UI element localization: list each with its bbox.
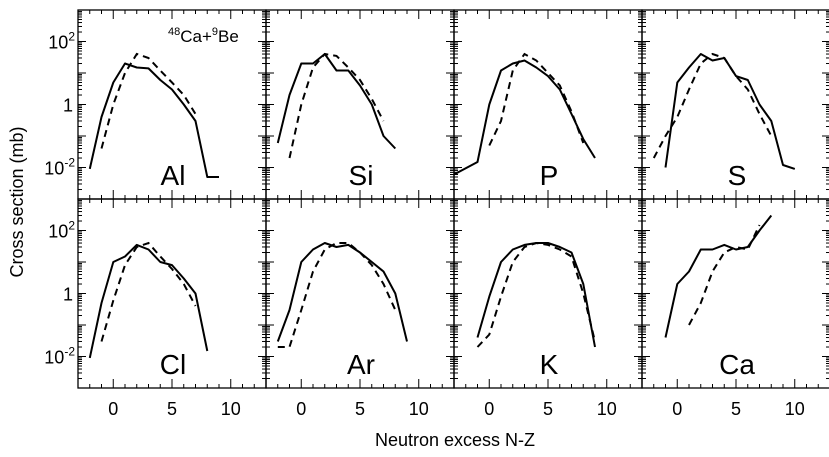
y-tick-label: 10-2 <box>44 156 75 179</box>
x-tick-label: 5 <box>355 399 365 419</box>
curves <box>88 52 219 178</box>
series-solid-line <box>88 243 209 359</box>
series-solid-line <box>88 62 219 178</box>
curves <box>88 241 209 359</box>
curves <box>276 242 408 348</box>
x-tick-label: 0 <box>296 399 306 419</box>
series-solid-line <box>664 53 796 170</box>
panel-ca: Ca 0 5 10 <box>641 198 829 419</box>
series-dashed-line <box>100 241 197 342</box>
reaction-annotation: 48Ca+9Be <box>168 26 239 46</box>
x-tick-label: 10 <box>221 399 241 419</box>
x-tick-label: 10 <box>785 399 805 419</box>
panel-si: Si <box>265 9 455 200</box>
panel-cl: Cl 0 5 10 10-2 1 102 <box>44 198 267 419</box>
x-tick-label: 0 <box>672 399 682 419</box>
element-label: Cl <box>160 349 186 380</box>
element-label: K <box>540 349 559 380</box>
element-label: S <box>728 160 747 191</box>
panel-al: Al 10-2 1 102 48Ca+9Be <box>44 9 267 200</box>
series-dashed-line <box>488 52 585 146</box>
series-solid-line <box>664 214 773 338</box>
curves <box>276 52 397 159</box>
x-tick-label: 5 <box>167 399 177 419</box>
curves <box>652 52 796 170</box>
x-tick-label: 10 <box>409 399 429 419</box>
y-tick-label: 1 <box>63 96 73 116</box>
panel-grid: Al 10-2 1 102 48Ca+9Be Si P S Cl 0 5 10 10-2 1 102 Ar 0 5… <box>44 9 829 419</box>
panel-frame <box>641 198 829 389</box>
x-tick-label: 5 <box>731 399 741 419</box>
element-label: Si <box>349 160 374 191</box>
series-dashed-line <box>100 52 197 149</box>
y-tick-label: 10-2 <box>44 345 75 368</box>
element-label: Al <box>161 160 186 191</box>
series-solid-line <box>454 59 596 176</box>
y-tick-label: 102 <box>48 30 75 53</box>
series-dashed-line <box>476 241 596 348</box>
y-axis-label: Cross section (mb) <box>7 126 27 277</box>
series-dashed-line <box>652 52 773 159</box>
panel-s: S <box>641 9 829 200</box>
x-tick-label: 0 <box>108 399 118 419</box>
element-label: Ar <box>347 349 375 380</box>
curves <box>454 52 596 176</box>
series-dashed-line <box>288 52 385 159</box>
series-solid-line <box>276 242 408 342</box>
x-axis-label: Neutron excess N-Z <box>375 430 535 450</box>
x-tick-label: 10 <box>597 399 617 419</box>
x-tick-label: 0 <box>484 399 494 419</box>
curves <box>664 214 773 338</box>
panel-p: P <box>453 9 643 200</box>
series-dashed-line <box>688 224 761 326</box>
series-solid-line <box>276 53 397 150</box>
series-dashed-line <box>277 242 397 348</box>
y-tick-label: 1 <box>63 285 73 305</box>
panel-k: K 0 5 10 <box>453 198 643 419</box>
panel-ar: Ar 0 5 10 <box>265 198 455 419</box>
curves <box>476 241 596 348</box>
x-tick-label: 5 <box>543 399 553 419</box>
y-tick-label: 102 <box>48 219 75 242</box>
series-solid-line <box>476 242 596 348</box>
element-label: Ca <box>719 349 755 380</box>
element-label: P <box>540 160 559 191</box>
